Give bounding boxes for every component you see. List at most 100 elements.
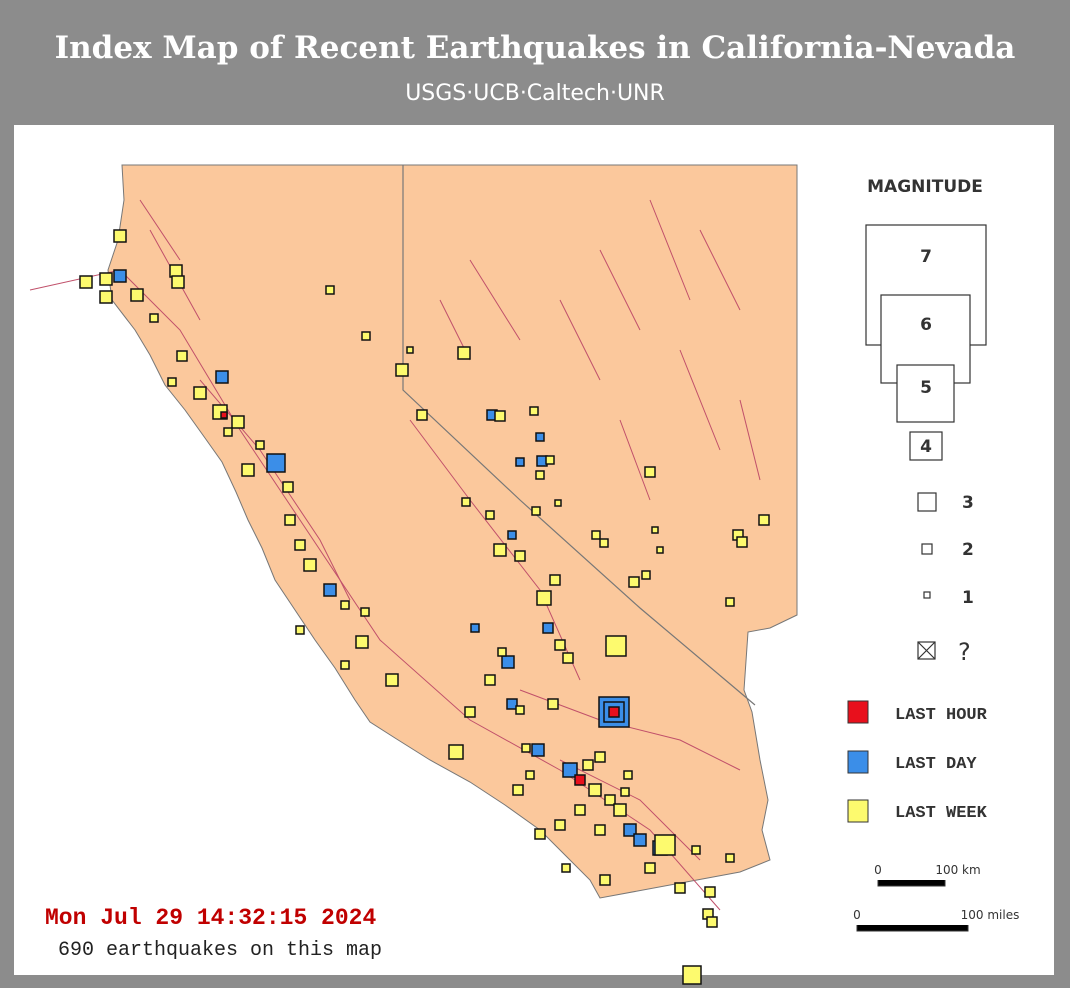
timestamp: Mon Jul 29 14:32:15 2024 (45, 905, 376, 931)
earthquake-marker (485, 510, 495, 520)
earthquake-marker (574, 804, 586, 816)
earthquake-marker (507, 530, 517, 540)
earthquake-marker (130, 288, 144, 302)
earthquake-marker (654, 834, 676, 856)
earthquake-marker (395, 363, 409, 377)
magnitude-label: 1 (962, 588, 974, 608)
earthquake-marker (340, 600, 350, 610)
scale-label: 100 km (935, 863, 980, 877)
earthquake-marker (464, 706, 476, 718)
earthquake-marker (725, 597, 735, 607)
earthquake-marker (493, 543, 507, 557)
earthquake-marker (494, 410, 506, 422)
earthquake-marker (113, 269, 127, 283)
earthquake-marker (512, 784, 524, 796)
earthquake-marker (623, 823, 637, 837)
magnitude-label: 4 (920, 437, 932, 457)
earthquake-marker (706, 916, 718, 928)
earthquake-marker (562, 652, 574, 664)
earthquake-marker (113, 229, 127, 243)
legend-label: LAST WEEK (895, 804, 988, 823)
earthquake-marker (360, 607, 370, 617)
earthquake-marker (470, 623, 480, 633)
earthquake-marker (725, 853, 735, 863)
legend-label: LAST HOUR (895, 706, 988, 725)
earthquake-marker (484, 674, 496, 686)
earthquake-marker (529, 406, 539, 416)
scale-label: 0 (853, 908, 861, 922)
earthquake-marker (501, 655, 515, 669)
earthquake-marker (574, 774, 586, 786)
earthquake-marker (361, 331, 371, 341)
earthquake-marker (461, 497, 471, 507)
earthquake-marker (542, 622, 554, 634)
earthquake-marker (223, 427, 233, 437)
earthquake-marker (416, 409, 428, 421)
earthquake-marker (255, 440, 265, 450)
earthquake-marker (521, 743, 531, 753)
earthquake-marker (99, 290, 113, 304)
earthquake-marker (554, 639, 566, 651)
earthquake-marker (554, 819, 566, 831)
earthquake-marker (535, 432, 545, 442)
earthquake-marker (605, 635, 627, 657)
earthquake-marker (736, 536, 748, 548)
earthquake-marker (241, 463, 255, 477)
earthquake-marker (562, 762, 578, 778)
earthquake-marker (608, 706, 620, 718)
earthquake-marker (169, 264, 183, 278)
earthquake-marker (623, 770, 633, 780)
earthquake-marker (497, 647, 507, 657)
earthquake-marker (594, 751, 606, 763)
legend-swatch (847, 799, 869, 823)
earthquake-marker (385, 673, 399, 687)
subtitle: USGS·UCB·Caltech·UNR (405, 81, 665, 106)
magnitude-title: MAGNITUDE (867, 177, 983, 197)
map (29, 164, 798, 985)
scale-bars (856, 880, 969, 932)
earthquake-marker (325, 285, 335, 295)
earthquake-marker (599, 874, 611, 886)
earthquake-marker (534, 828, 546, 840)
earthquake-marker (554, 499, 562, 507)
earthquake-marker (231, 415, 245, 429)
earthquake-marker (545, 455, 555, 465)
magnitude-label: 5 (920, 378, 932, 398)
earthquake-marker (591, 530, 601, 540)
earthquake-marker (167, 377, 177, 387)
earthquake-marker (758, 514, 770, 526)
earthquake-marker (220, 411, 228, 419)
magnitude-label: 6 (920, 315, 932, 335)
earthquake-marker (525, 770, 535, 780)
earthquake-marker (171, 275, 185, 289)
earthquake-marker (613, 803, 627, 817)
earthquake-marker (628, 576, 640, 588)
earthquake-marker (644, 466, 656, 478)
earthquake-marker (691, 845, 701, 855)
earthquake-marker (682, 965, 702, 985)
earthquake-marker (656, 546, 664, 554)
earthquake-marker (515, 705, 525, 715)
earthquake-marker (620, 787, 630, 797)
earthquake-marker (641, 570, 651, 580)
earthquake-marker (531, 743, 545, 757)
magnitude-label: 7 (920, 247, 932, 267)
earthquake-marker (561, 863, 571, 873)
earthquake-marker (284, 514, 296, 526)
earthquake-marker (448, 744, 464, 760)
earthquake-marker (294, 539, 306, 551)
earthquake-marker (704, 886, 716, 898)
earthquake-marker (176, 350, 188, 362)
earthquake-marker (303, 558, 317, 572)
earthquake-marker (547, 698, 559, 710)
magnitude-label: 3 (962, 493, 974, 513)
earthquake-marker (599, 538, 609, 548)
earthquake-marker (149, 313, 159, 323)
scale-label: 100 miles (961, 908, 1020, 922)
earthquake-marker (644, 862, 656, 874)
earthquake-marker (514, 550, 526, 562)
earthquake-marker (633, 833, 647, 847)
earthquake-marker (295, 625, 305, 635)
earthquake-marker (515, 457, 525, 467)
legend-label: LAST DAY (895, 755, 977, 774)
